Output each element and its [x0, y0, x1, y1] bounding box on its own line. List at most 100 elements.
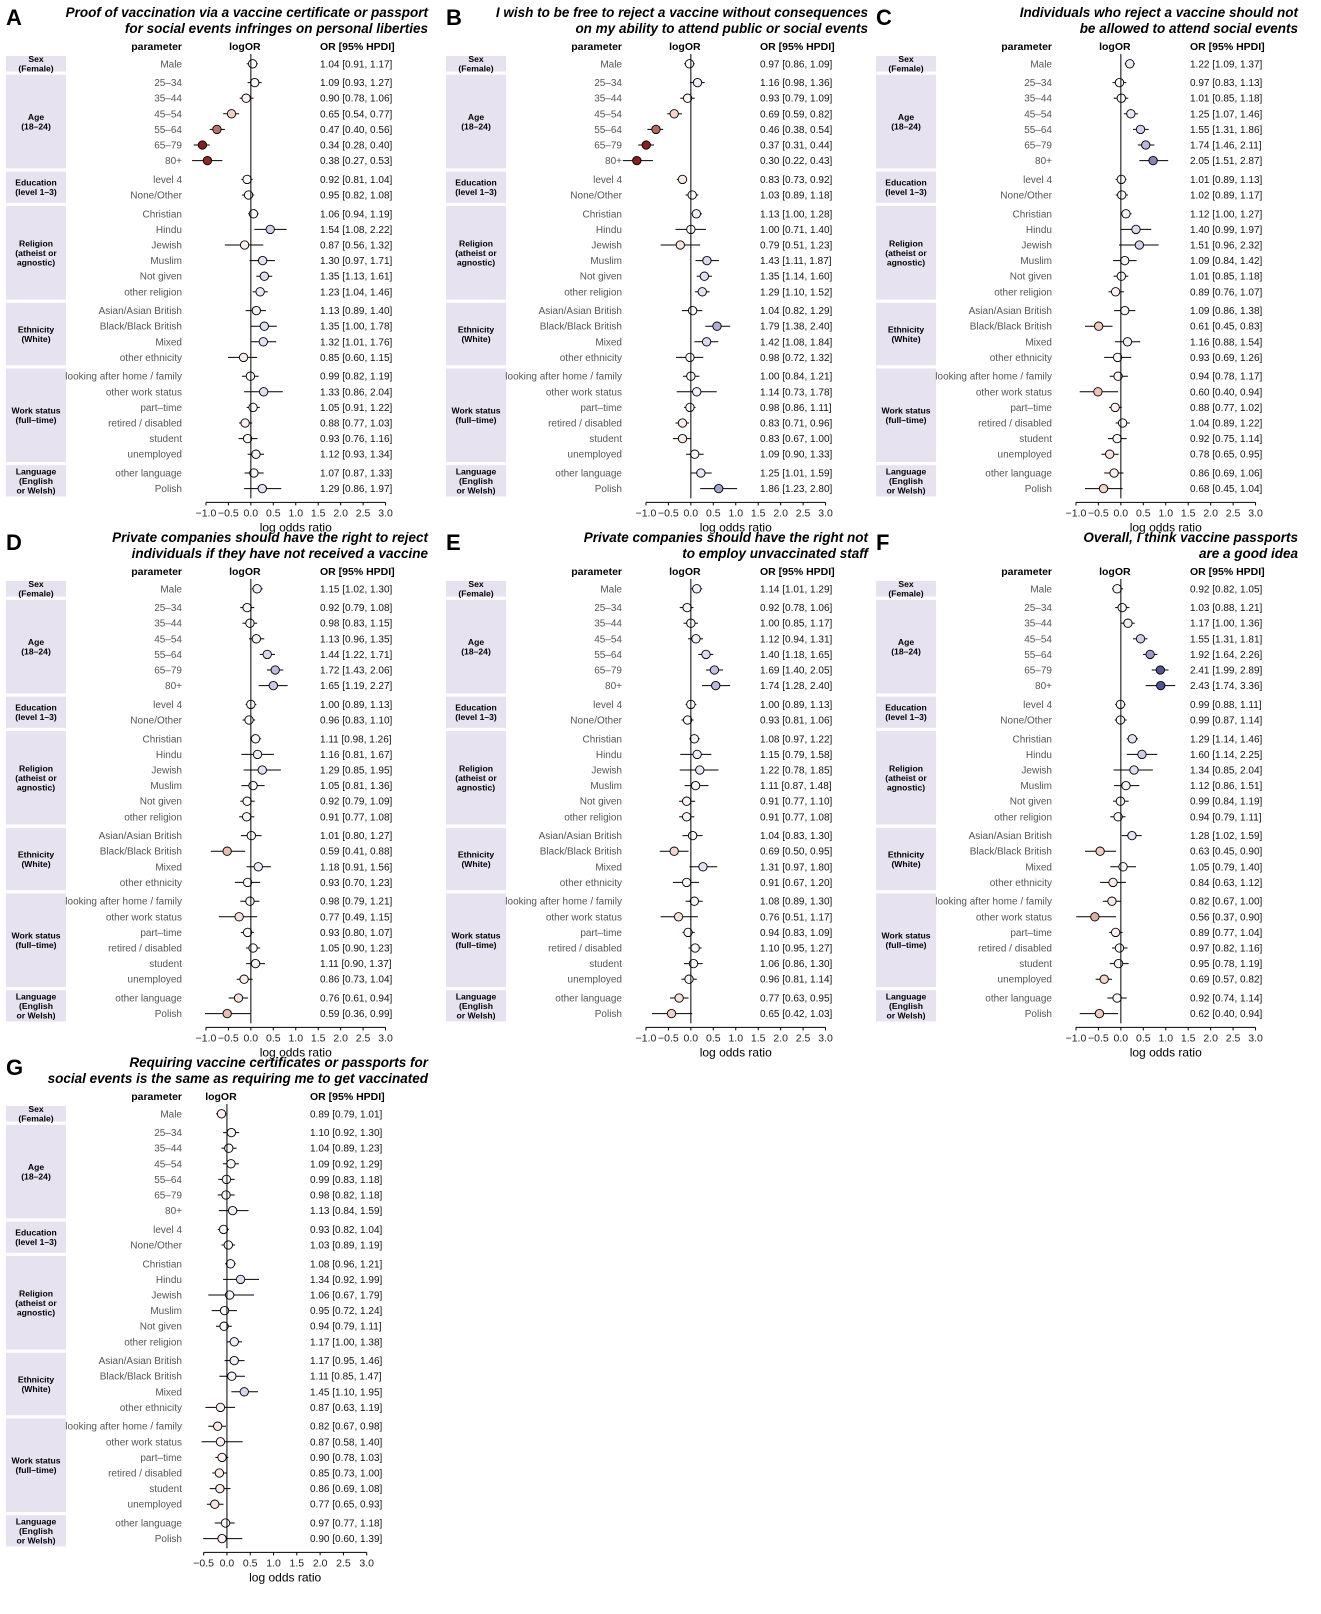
parameter-label: Not given	[140, 272, 182, 283]
parameter-label: Not given	[580, 797, 622, 808]
or-value: 0.99 [0.83, 1.18]	[310, 1175, 383, 1186]
group-label: Sex	[468, 579, 484, 589]
parameter-label: None/Other	[570, 191, 622, 202]
parameter-label: other language	[555, 469, 622, 480]
group-label: Age	[28, 637, 44, 647]
point-estimate	[681, 812, 692, 822]
group-label: (level 1–3)	[885, 187, 927, 197]
group-label: (full–time)	[885, 940, 926, 950]
or-value: 0.69 [0.59, 0.82]	[760, 109, 833, 120]
parameter-label: None/Other	[130, 1241, 182, 1252]
parameter-label: 55–64	[594, 650, 622, 661]
point-estimate	[1118, 862, 1128, 872]
parameter-label: unemployed	[998, 450, 1052, 461]
point-estimate	[681, 877, 692, 888]
or-value: 1.00 [0.89, 1.13]	[760, 700, 833, 711]
group-band	[876, 731, 936, 825]
x-tick-label: 3.0	[359, 1557, 374, 1569]
parameter-label: 80+	[165, 156, 182, 167]
point-estimate	[218, 1224, 229, 1235]
or-value: 0.99 [0.82, 1.19]	[320, 372, 393, 383]
x-tick-label: 2.0	[313, 1557, 328, 1569]
group-label: (18–24)	[21, 646, 51, 656]
column-header-or: OR [95% HPDI]	[310, 1091, 385, 1103]
parameter-label: None/Other	[130, 191, 182, 202]
x-tick-label: −1.0	[196, 1032, 217, 1044]
point-estimate	[1117, 190, 1127, 200]
parameter-label: Not given	[1010, 272, 1052, 283]
parameter-label: Hindu	[596, 225, 622, 236]
parameter-label: Black/Black British	[970, 322, 1052, 333]
or-value: 0.46 [0.38, 0.54]	[760, 125, 833, 136]
parameter-label: other religion	[124, 1337, 182, 1348]
or-value: 0.93 [0.69, 1.26]	[1190, 353, 1263, 364]
parameter-label: unemployed	[128, 1500, 182, 1511]
x-axis-title: log odds ratio	[1130, 1045, 1202, 1059]
parameter-label: Muslim	[590, 781, 622, 792]
or-value: 0.77 [0.49, 1.15]	[320, 912, 393, 923]
or-value: 1.04 [0.82, 1.29]	[760, 306, 833, 317]
point-estimate	[251, 449, 261, 459]
parameter-label: Polish	[1025, 484, 1052, 495]
point-estimate	[247, 59, 258, 69]
parameter-label: 45–54	[594, 109, 622, 120]
point-estimate	[257, 765, 267, 775]
parameter-label: 25–34	[154, 1128, 182, 1139]
parameter-label: 45–54	[154, 1159, 182, 1170]
group-band	[6, 1515, 66, 1547]
point-estimate	[1120, 255, 1130, 266]
point-estimate	[1120, 305, 1130, 316]
panel-title-line-1: I wish to be free to reject a vaccine wi…	[496, 5, 869, 20]
point-estimate	[242, 602, 252, 613]
group-label: (White)	[21, 1384, 50, 1394]
group-label: Language	[886, 466, 927, 476]
x-tick-label: 3.0	[1248, 1032, 1263, 1044]
or-value: 0.95 [0.72, 1.24]	[310, 1306, 383, 1317]
x-tick-label: 0.0	[684, 1032, 699, 1044]
parameter-label: Polish	[1025, 1009, 1052, 1020]
point-estimate	[698, 862, 708, 872]
parameter-label: retired / disabled	[108, 944, 182, 955]
or-value: 0.94 [0.79, 1.11]	[310, 1322, 382, 1333]
point-estimate	[1113, 958, 1124, 969]
group-band	[6, 696, 66, 728]
or-value: 0.96 [0.81, 1.14]	[760, 975, 833, 986]
point-estimate	[245, 896, 255, 906]
or-value: 1.03 [0.89, 1.19]	[310, 1241, 383, 1252]
or-value: 0.92 [0.74, 1.14]	[1190, 994, 1263, 1005]
parameter-label: Male	[160, 59, 182, 70]
parameter-label: Not given	[140, 797, 182, 808]
parameter-label: level 4	[1023, 175, 1052, 186]
parameter-label: Mixed	[155, 862, 182, 873]
group-band	[876, 581, 936, 597]
point-estimate	[213, 1421, 223, 1431]
or-value: 0.69 [0.50, 0.95]	[760, 847, 833, 858]
x-tick-label: 2.5	[796, 507, 811, 519]
x-tick-label: −0.5	[658, 1032, 679, 1044]
parameter-label: 25–34	[1024, 603, 1052, 614]
panel-title-line-2: for social events infringes on personal …	[125, 21, 429, 36]
group-label: (Female)	[18, 64, 53, 74]
parameter-label: Polish	[595, 1009, 622, 1020]
or-value: 1.12 [0.94, 1.31]	[760, 634, 833, 645]
or-value: 1.92 [1.64, 2.26]	[1190, 650, 1263, 661]
parameter-label: Jewish	[1021, 766, 1052, 777]
panel-title-line-1: Private companies should have the right …	[584, 530, 869, 545]
or-value: 0.92 [0.78, 1.06]	[760, 603, 833, 614]
column-header-parameter: parameter	[571, 566, 622, 578]
or-value: 0.89 [0.79, 1.01]	[310, 1109, 383, 1120]
parameter-label: Mixed	[595, 337, 622, 348]
or-value: 0.92 [0.79, 1.09]	[320, 797, 393, 808]
parameter-label: None/Other	[1000, 191, 1052, 202]
or-value: 1.15 [1.02, 1.30]	[320, 584, 393, 595]
x-tick-label: 1.0	[288, 507, 303, 519]
group-band	[6, 1256, 66, 1350]
point-estimate	[248, 780, 258, 791]
parameter-label: other ethnicity	[990, 878, 1052, 889]
x-tick-label: 2.5	[1226, 1032, 1241, 1044]
point-estimate	[1113, 371, 1123, 381]
x-tick-label: 2.0	[333, 1032, 348, 1044]
point-estimate	[227, 1205, 238, 1216]
parameter-label: Male	[1030, 59, 1052, 70]
group-band	[6, 581, 66, 597]
